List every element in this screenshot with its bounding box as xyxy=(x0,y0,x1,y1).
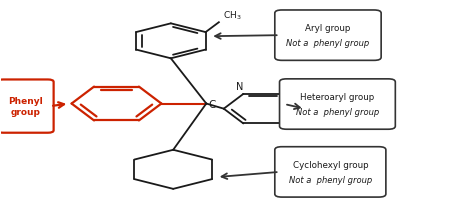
Text: Not a  phenyl group: Not a phenyl group xyxy=(286,39,370,48)
Text: CH$_3$: CH$_3$ xyxy=(223,10,241,22)
FancyBboxPatch shape xyxy=(275,11,381,61)
FancyBboxPatch shape xyxy=(280,80,395,130)
FancyBboxPatch shape xyxy=(0,80,54,133)
Text: N: N xyxy=(236,82,243,92)
Text: Not a  phenyl group: Not a phenyl group xyxy=(289,175,372,184)
Text: Phenyl
group: Phenyl group xyxy=(8,96,43,117)
FancyBboxPatch shape xyxy=(275,147,386,197)
Text: Not a  phenyl group: Not a phenyl group xyxy=(296,108,379,117)
Text: Cyclohexyl group: Cyclohexyl group xyxy=(292,160,368,169)
Text: C: C xyxy=(209,99,216,109)
Text: Aryl group: Aryl group xyxy=(305,24,351,33)
Text: Heteroaryl group: Heteroaryl group xyxy=(301,92,374,101)
